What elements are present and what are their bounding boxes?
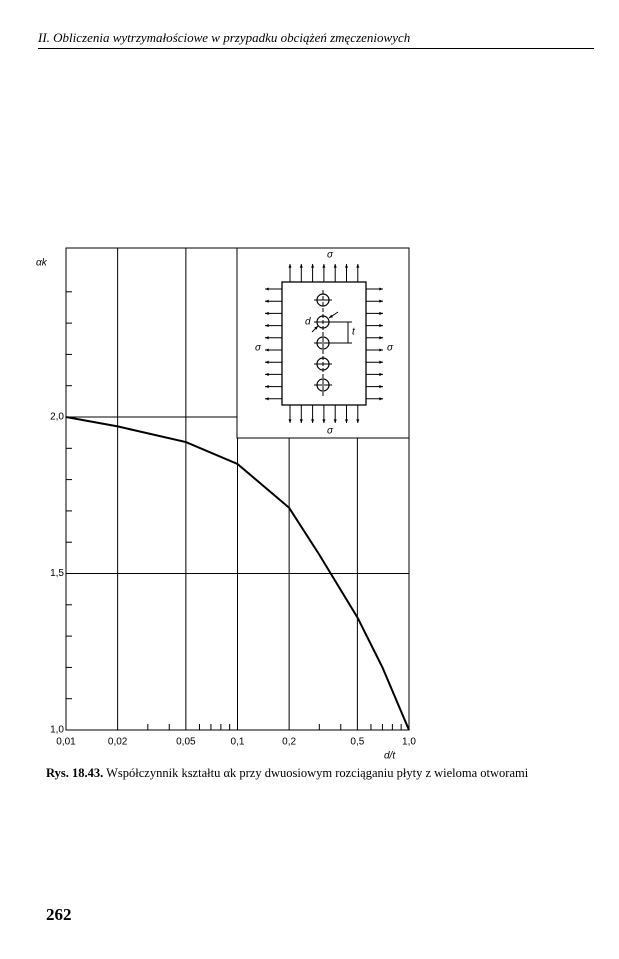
curve xyxy=(65,416,410,731)
x-tick-label: 1,0 xyxy=(402,737,416,748)
arrow-head xyxy=(265,348,269,352)
arrow-head xyxy=(356,264,360,268)
arrow-head xyxy=(265,299,269,303)
caption-text: Współczynnik kształtu αk przy dwuosiowym… xyxy=(106,766,529,780)
x-tick-label: 0,1 xyxy=(231,737,245,748)
arrow-head xyxy=(299,419,303,423)
inset-label: σ xyxy=(255,343,262,354)
x-tick-label: 0,05 xyxy=(176,737,196,748)
arrow-head xyxy=(265,385,269,389)
arrow-head xyxy=(299,264,303,268)
arrow-head xyxy=(379,299,383,303)
caption-label: Rys. 18.43. xyxy=(46,766,104,780)
arrow-head xyxy=(265,397,269,401)
page-number: 262 xyxy=(46,905,72,924)
arrow-head xyxy=(314,326,318,330)
arrow-head xyxy=(344,264,349,268)
arrow-head xyxy=(265,324,269,328)
arrow-head xyxy=(265,311,269,315)
arrow-head xyxy=(311,419,315,423)
arrow-head xyxy=(379,360,383,364)
arrow-head xyxy=(379,324,383,328)
arrow-head xyxy=(265,336,269,340)
x-tick-label: 0,2 xyxy=(282,737,296,748)
x-axis-label: d/t xyxy=(384,751,396,762)
arrow-head xyxy=(322,264,326,268)
y-tick-label: 2,0 xyxy=(50,412,64,423)
arrow-head xyxy=(288,419,292,423)
inset-label: d xyxy=(305,317,311,328)
running-header: II. Obliczenia wytrzymałościowe w przypa… xyxy=(38,30,594,49)
x-tick-label: 0,5 xyxy=(350,737,364,748)
inset-label: σ xyxy=(387,343,394,354)
arrow-head xyxy=(379,372,383,376)
arrow-head xyxy=(356,419,360,423)
arrow-head xyxy=(379,385,383,389)
arrow-head xyxy=(311,264,315,268)
y-tick-label: 1,0 xyxy=(50,725,64,736)
arrow-head xyxy=(288,264,292,268)
x-tick-label: 0,01 xyxy=(56,737,76,748)
x-tick-label: 0,02 xyxy=(108,737,128,748)
arrow-head xyxy=(379,336,383,340)
arrow-head xyxy=(344,419,349,423)
arrow-head xyxy=(265,287,269,291)
arrow-head xyxy=(265,360,269,364)
y-tick-label: 1,5 xyxy=(50,568,64,579)
y-axis-label: αk xyxy=(36,258,48,269)
arrow-head xyxy=(329,314,333,318)
caption: Rys. 18.43. Współczynnik kształtu αk prz… xyxy=(46,766,606,781)
arrow-head xyxy=(379,397,383,401)
arrow-head xyxy=(333,264,337,268)
inset-label: σ xyxy=(327,426,334,437)
arrow-head xyxy=(333,419,337,423)
inset-label: σ xyxy=(327,250,334,261)
arrow-head xyxy=(265,372,269,376)
arrow-head xyxy=(379,287,383,291)
arrow-head xyxy=(379,311,383,315)
inset-label: t xyxy=(352,327,356,338)
arrow-head xyxy=(379,348,383,352)
arrow-head xyxy=(322,419,326,423)
